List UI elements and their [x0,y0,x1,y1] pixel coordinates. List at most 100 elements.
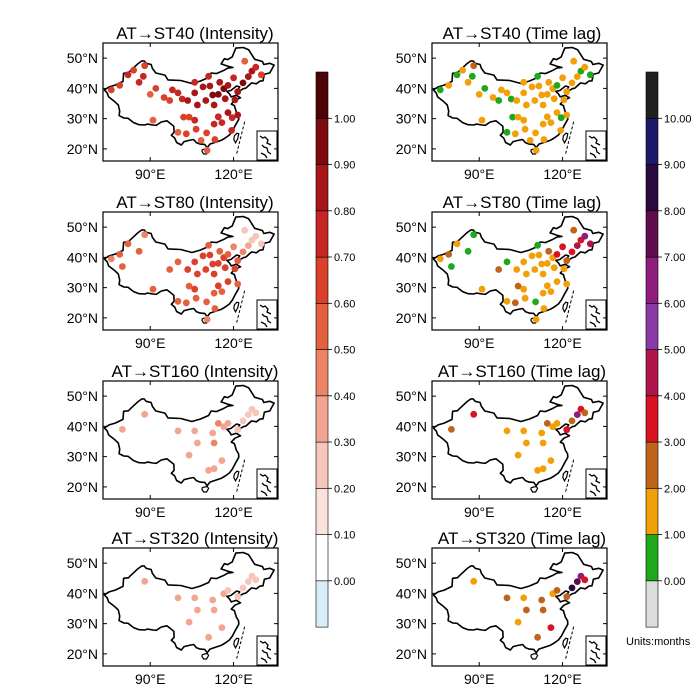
lon-tick-label: 120°E [214,335,252,351]
sea-boundary-line [564,459,575,494]
lat-tick-label: 20°N [67,141,98,157]
station-point [178,95,186,103]
station-point [174,594,182,602]
station-point [553,251,561,258]
station-point [503,128,511,136]
station-point [203,147,211,154]
station-point [234,426,242,434]
lat-tick-label: 20°N [396,646,427,662]
lon-tick-label: 90°E [135,504,166,520]
station-point [539,465,547,473]
station-point [534,72,541,80]
station-point [547,624,555,631]
station-point [559,243,566,251]
station-point [230,74,238,82]
station-point [135,247,143,255]
taiwan-outline [562,132,569,145]
station-point [107,86,115,94]
station-point [174,128,182,136]
lon-tick-label: 90°E [135,166,166,182]
map-panel: AT→ST160 (Time lag) 20°N 30°N 40°N 50°N 90°E 1… [396,362,608,520]
station-point [540,305,548,312]
inset-islands [588,135,601,159]
station-point [532,129,539,137]
station-point [244,242,252,250]
station-point [239,248,247,256]
station-point [252,63,260,71]
station-point [539,270,547,278]
station-point [539,120,547,128]
station-point [174,89,182,97]
station-point [523,439,530,447]
station-point [239,79,247,87]
station-point [514,282,522,290]
station-point [547,457,555,464]
sea-boundary-line [235,121,246,156]
station-point [539,101,547,109]
colorbar-label: 4.00 [664,391,685,403]
station-point [191,78,199,86]
station-point [448,263,455,270]
lat-tick-label: 30°N [67,449,98,465]
map-frame [102,547,279,667]
station-point [568,248,576,256]
station-point [528,252,536,260]
colorbar-label: 9.00 [664,160,685,172]
station-point [478,116,486,124]
lon-tick-label: 120°E [543,504,581,520]
station-point [586,240,594,248]
station-point [503,594,511,602]
station-point [194,270,201,278]
station-point [547,119,555,126]
station-point [532,316,540,323]
station-point [557,114,565,122]
station-point [520,594,528,602]
station-point [209,429,217,437]
station-point [119,426,126,433]
lon-tick-label: 90°E [464,166,495,182]
station-point [191,427,199,435]
station-point [445,82,453,89]
south-china-sea-inset [256,635,278,666]
station-point [184,266,192,273]
station-point [174,258,182,266]
station-point [231,265,239,273]
map-frame [431,547,608,667]
station-point [475,91,483,98]
station-point [252,576,260,584]
station-point [107,255,115,263]
station-point [184,97,192,104]
station-point [214,282,222,290]
station-point [568,417,576,425]
station-point [570,57,578,65]
station-point [513,266,521,273]
lat-tick-label: 50°N [396,388,427,404]
colorbar-bin [315,534,329,582]
station-point [511,299,519,307]
inset-islands [259,304,272,328]
station-point [216,247,224,255]
sea-boundary-line [235,290,246,325]
station-point [514,113,522,121]
colorbar-bin [645,534,659,582]
china-outline [432,215,604,318]
colorbar-bin [645,256,659,304]
station-point [495,266,503,273]
station-point [205,633,213,641]
colorbar-label: 10.00 [664,113,692,125]
station-point [202,266,210,273]
sea-boundary-line [564,626,575,661]
station-point [581,232,589,240]
station-point [182,299,190,307]
sea-boundary-line [235,626,246,661]
inset-islands [588,640,601,664]
station-point [192,294,200,302]
station-point [257,240,265,248]
inset-islands [259,640,272,664]
station-point [489,94,497,101]
colorbar-label: 0.30 [334,437,355,449]
station-point [239,584,247,592]
south-china-sea-inset [585,299,607,330]
lat-tick-label: 50°N [67,388,98,404]
colorbar-bin [645,487,659,535]
